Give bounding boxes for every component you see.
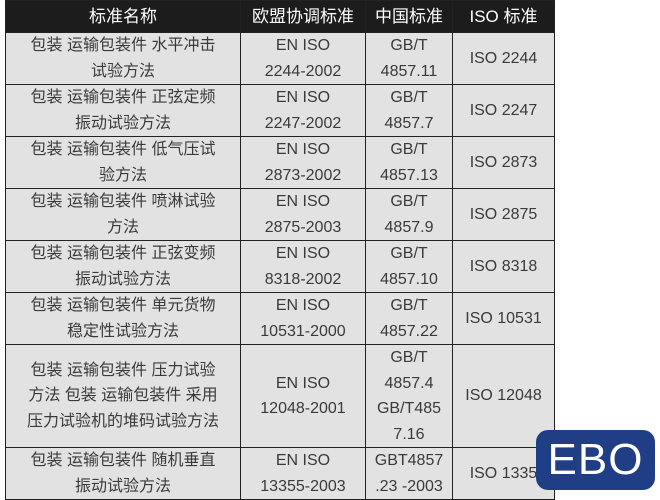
cell-name-line: 方法 [106,218,139,236]
cell-name-line: 包装 运输包装件 正弦定频 [30,89,216,106]
cell-eu-line: EN ISO [275,89,331,106]
cell-name: 包装 运输包装件 低气压试 验方法 [5,136,241,189]
cell-eu-line: 2873-2002 [264,166,342,184]
cell-iso: ISO 8318 [452,240,555,293]
cell-name-line: 包装 运输包装件 低气压试 [30,141,216,158]
cell-eu: EN ISO 2244-2002 [240,32,366,85]
cell-iso: ISO 2244 [452,32,555,85]
cell-cn: GBT4857 .23 -2003 [365,447,453,500]
cell-cn-line: 4857.22 [380,322,438,340]
header-cn: 中国标准 [365,0,453,33]
cell-name-line: 包装 运输包装件 水平冲击 [30,37,216,54]
cell-name-line: 包装 运输包装件 喷淋试验 [30,193,216,210]
cell-eu-line: EN ISO [275,374,331,392]
ebo-logo: EBO [536,430,655,490]
cell-eu-line: EN ISO [275,141,331,158]
cell-name: 包装 运输包装件 压力试验 方法 包装 运输包装件 采用 压力试验机的堆码试验方法 [5,344,241,448]
cell-cn: GB/T 4857.10 [365,240,453,293]
cell-name-line: 试验方法 [90,62,155,80]
cell-name-line: 压力试验机的堆码试验方法 [26,412,219,430]
cell-eu-line: EN ISO [275,193,331,210]
cell-eu-line: EN ISO [275,245,331,262]
cell-cn-line: GB/T [390,245,428,262]
cell-cn: GB/T 4857.9 [365,188,453,241]
cell-cn: GB/T 4857.4 GB/T485 7.16 [365,344,453,448]
cell-name: 包装 运输包装件 正弦变频 振动试验方法 [5,240,241,293]
cell-iso: ISO 2247 [452,84,555,137]
cell-name-line: 方法 包装 运输包装件 采用 [28,387,218,405]
cell-cn: GB/T 4857.13 [365,136,453,189]
cell-cn-line: GB/T [390,349,428,366]
cell-eu: EN ISO 2247-2002 [240,84,366,137]
cell-cn-line: GB/T [390,37,428,54]
cell-eu: EN ISO 13355-2003 [240,447,366,500]
cell-cn-line: GB/T [390,141,428,158]
cell-name-line: 包装 运输包装件 压力试验 [30,361,216,379]
cell-eu-line: EN ISO [275,37,331,54]
cell-eu: EN ISO 12048-2001 [240,344,366,448]
cell-cn-line: 7.16 [393,425,425,443]
cell-eu-line: 8318-2002 [264,270,342,288]
cell-cn: GB/T 4857.7 [365,84,453,137]
cell-eu: EN ISO 8318-2002 [240,240,366,293]
table-row: 包装 运输包装件 随机垂直 振动试验方法 EN ISO 13355-2003 GBT48… [5,447,555,500]
cell-iso: ISO 10531 [452,292,555,345]
cell-name: 包装 运输包装件 水平冲击 试验方法 [5,32,241,85]
cell-iso: ISO 2875 [452,188,555,241]
cell-eu-line: 12048-2001 [260,400,346,417]
cell-eu: EN ISO 2875-2003 [240,188,366,241]
cell-eu: EN ISO 2873-2002 [240,136,366,189]
header-row: 标准名称 欧盟协调标准 中国标准 ISO 标准 [5,0,555,33]
cell-name-line: 稳定性试验方法 [66,322,179,340]
cell-name-line: 振动试验方法 [74,270,171,288]
cell-cn-line: GB/T [390,89,428,106]
cell-name-line: 包装 运输包装件 单元货物 [30,297,216,314]
cell-name-line: 包装 运输包装件 随机垂直 [30,452,216,469]
header-name: 标准名称 [5,0,241,33]
cell-name: 包装 运输包装件 单元货物 稳定性试验方法 [5,292,241,345]
cell-eu-line: EN ISO [275,297,331,314]
cell-cn-line: GB/T [390,297,428,314]
cell-cn: GB/T 4857.11 [365,32,453,85]
cell-name: 包装 运输包装件 随机垂直 振动试验方法 [5,447,241,500]
cell-eu-line: 2247-2002 [264,114,342,132]
cell-eu-line: EN ISO [275,452,331,469]
cell-eu: EN ISO 10531-2000 [240,292,366,345]
cell-cn-line: 4857.10 [380,270,438,288]
table-row: 包装 运输包装件 正弦变频 振动试验方法 EN ISO 8318-2002 GB/T 48… [5,240,555,293]
cell-cn-line: 4857.11 [380,62,438,80]
header-eu: 欧盟协调标准 [240,0,366,33]
cell-cn-line: 4857.7 [384,114,434,132]
cell-iso: ISO 2873 [452,136,555,189]
cell-cn-line: 4857.9 [384,218,434,236]
cell-cn: GB/T 4857.22 [365,292,453,345]
cell-cn-line: GB/T485 [376,400,442,417]
table-row: 包装 运输包装件 压力试验 方法 包装 运输包装件 采用 压力试验机的堆码试验方法 E… [5,344,555,448]
table-row: 包装 运输包装件 正弦定频 振动试验方法 EN ISO 2247-2002 GB/T 48… [5,84,555,137]
cell-name-line: 验方法 [98,166,147,184]
table-row: 包装 运输包装件 单元货物 稳定性试验方法 EN ISO 10531-2000 GB/T… [5,292,555,345]
table-row: 包装 运输包装件 低气压试 验方法 EN ISO 2873-2002 GB/T 4857.… [5,136,555,189]
cell-name: 包装 运输包装件 正弦定频 振动试验方法 [5,84,241,137]
cell-iso: ISO 12048 [452,344,555,448]
cell-cn-line: .23 -2003 [375,477,443,495]
cell-eu-line: 2244-2002 [264,62,342,80]
table-row: 包装 运输包装件 水平冲击 试验方法 EN ISO 2244-2002 GB/T 4857… [5,32,555,85]
cell-eu-line: 2875-2003 [264,218,342,236]
cell-name-line: 振动试验方法 [74,477,171,495]
cell-name: 包装 运输包装件 喷淋试验 方法 [5,188,241,241]
table-row: 包装 运输包装件 喷淋试验 方法 EN ISO 2875-2003 GB/T 4857.9… [5,188,555,241]
cell-name-line: 振动试验方法 [74,114,171,132]
cell-name-line: 包装 运输包装件 正弦变频 [30,245,216,262]
cell-eu-line: 13355-2003 [260,477,346,495]
cell-eu-line: 10531-2000 [260,322,346,340]
cell-cn-line: GBT4857 [374,452,444,469]
cell-cn-line: GB/T [390,193,428,210]
standards-table: 标准名称 欧盟协调标准 中国标准 ISO 标准 包装 运输包装件 水平冲击 试验方… [5,0,555,500]
cell-cn-line: 4857.13 [380,166,438,184]
header-iso: ISO 标准 [452,0,555,33]
cell-cn-line: 4857.4 [384,374,434,392]
